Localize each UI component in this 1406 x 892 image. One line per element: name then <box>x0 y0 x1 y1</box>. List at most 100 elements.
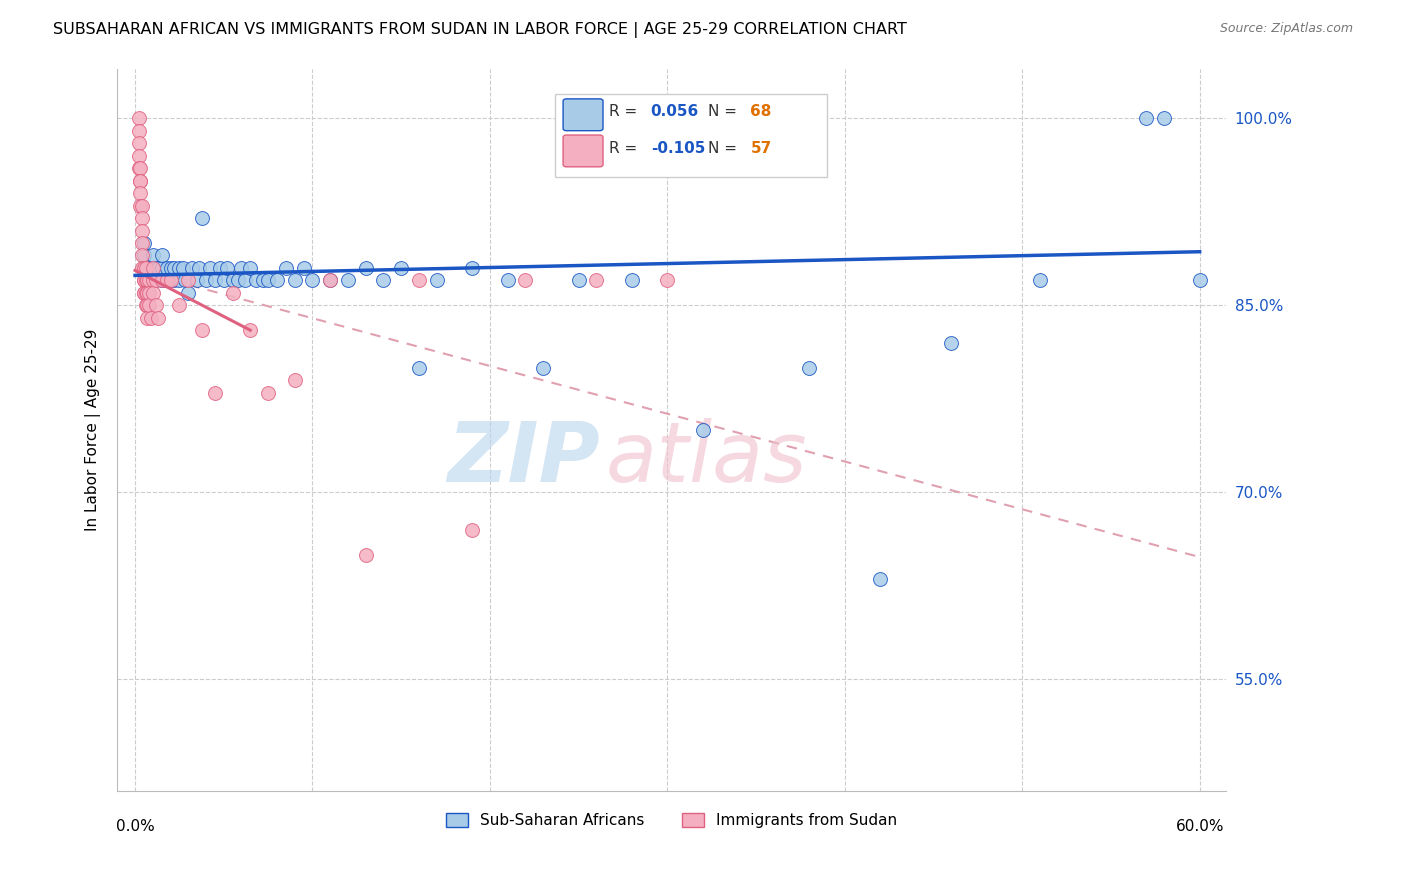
Point <box>319 273 342 287</box>
Point <box>131 199 153 213</box>
Point <box>135 298 157 312</box>
Point <box>221 273 243 287</box>
FancyBboxPatch shape <box>562 135 603 167</box>
Point <box>128 136 150 151</box>
Point <box>336 273 359 287</box>
Point <box>301 273 323 287</box>
Text: R =: R = <box>609 141 641 155</box>
Point <box>150 248 173 262</box>
Point <box>284 373 307 387</box>
Point <box>132 285 155 300</box>
Point <box>354 548 377 562</box>
Point <box>132 260 155 275</box>
Point <box>146 260 169 275</box>
FancyBboxPatch shape <box>555 94 827 177</box>
Point <box>266 273 288 287</box>
Point <box>941 335 963 350</box>
Point <box>145 260 167 275</box>
Point <box>1153 112 1175 126</box>
Point <box>531 360 554 375</box>
Point <box>136 298 159 312</box>
Point <box>131 211 153 225</box>
Point <box>869 573 891 587</box>
Point <box>150 273 173 287</box>
Point <box>172 260 194 275</box>
Point <box>257 273 280 287</box>
Text: SUBSAHARAN AFRICAN VS IMMIGRANTS FROM SUDAN IN LABOR FORCE | AGE 25-29 CORRELATI: SUBSAHARAN AFRICAN VS IMMIGRANTS FROM SU… <box>53 22 907 38</box>
Point <box>131 235 153 250</box>
Point <box>132 273 155 287</box>
Point <box>177 273 200 287</box>
Point <box>142 285 165 300</box>
Point <box>132 235 155 250</box>
Point <box>284 273 307 287</box>
Point <box>274 260 297 275</box>
Point <box>135 260 157 275</box>
Point <box>186 273 208 287</box>
Point <box>204 273 226 287</box>
Text: -0.105: -0.105 <box>651 141 704 155</box>
Point <box>145 273 167 287</box>
Point <box>221 285 243 300</box>
Point <box>1135 112 1157 126</box>
Point <box>191 211 214 225</box>
Point <box>292 260 315 275</box>
Point <box>138 260 160 275</box>
Text: N =: N = <box>709 141 742 155</box>
Point <box>132 260 155 275</box>
Point <box>496 273 519 287</box>
Point <box>138 273 160 287</box>
Point <box>169 273 191 287</box>
Point <box>131 248 153 262</box>
Point <box>252 273 274 287</box>
Point <box>150 260 173 275</box>
Point <box>408 273 430 287</box>
Point <box>142 273 165 287</box>
Point <box>226 273 249 287</box>
Point <box>426 273 449 287</box>
Point <box>156 273 179 287</box>
Point <box>217 260 239 275</box>
Point <box>139 310 162 325</box>
Point <box>239 323 262 337</box>
Point <box>319 273 342 287</box>
Text: Source: ZipAtlas.com: Source: ZipAtlas.com <box>1219 22 1353 36</box>
Point <box>163 273 186 287</box>
Point <box>515 273 537 287</box>
Point <box>132 273 155 287</box>
Point <box>239 260 262 275</box>
Point <box>156 273 179 287</box>
Point <box>131 260 153 275</box>
Point <box>585 273 607 287</box>
Point <box>159 260 181 275</box>
Point <box>129 174 152 188</box>
Point <box>231 260 253 275</box>
Point <box>408 360 430 375</box>
Text: R =: R = <box>609 104 641 120</box>
Y-axis label: In Labor Force | Age 25-29: In Labor Force | Age 25-29 <box>86 329 101 531</box>
Point <box>135 285 157 300</box>
Text: 0.0%: 0.0% <box>115 819 155 834</box>
Point <box>692 423 714 437</box>
Point <box>136 285 159 300</box>
Point <box>129 199 152 213</box>
Point <box>568 273 591 287</box>
Text: 0.056: 0.056 <box>651 104 699 120</box>
Point <box>209 260 232 275</box>
Legend: Sub-Saharan Africans, Immigrants from Sudan: Sub-Saharan Africans, Immigrants from Su… <box>440 807 903 834</box>
Point <box>128 161 150 176</box>
Point <box>163 260 186 275</box>
Point <box>138 273 160 287</box>
Point <box>145 273 167 287</box>
Point <box>389 260 412 275</box>
Point <box>146 310 169 325</box>
Point <box>129 161 152 176</box>
Point <box>131 223 153 237</box>
Point <box>180 260 202 275</box>
Point <box>198 260 221 275</box>
Point <box>135 273 157 287</box>
Point <box>173 273 195 287</box>
Text: atlas: atlas <box>605 418 807 500</box>
FancyBboxPatch shape <box>562 99 603 131</box>
Point <box>142 248 165 262</box>
